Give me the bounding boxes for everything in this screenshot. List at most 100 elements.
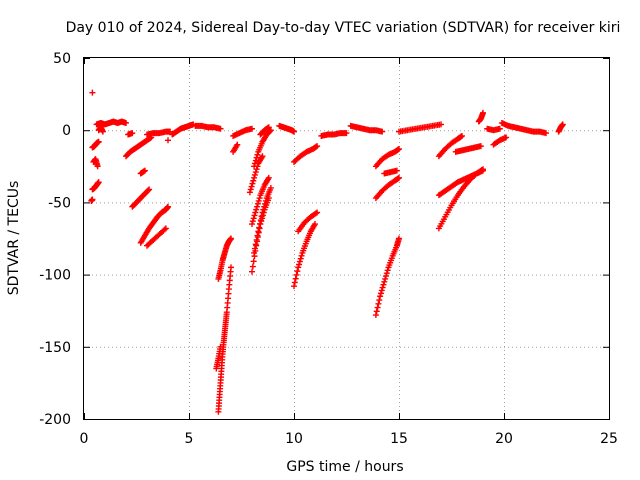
data-point <box>312 221 318 228</box>
series-sat-32 <box>295 209 321 235</box>
data-point <box>228 235 234 242</box>
data-point <box>145 187 152 194</box>
data-point <box>251 171 258 178</box>
data-point <box>393 167 400 174</box>
data-point <box>298 252 305 259</box>
data-point <box>259 209 266 216</box>
plot-frame <box>83 57 610 420</box>
series-sat-06 <box>93 118 129 128</box>
data-point <box>383 270 390 277</box>
series-sat-26 <box>251 184 274 256</box>
data-point <box>94 163 101 170</box>
data-point <box>378 287 385 294</box>
data-point <box>257 217 264 224</box>
data-point <box>295 264 302 271</box>
series-sat-14 <box>137 167 148 177</box>
series-sat-47 <box>498 119 549 137</box>
data-point <box>261 203 268 210</box>
tick-layer: 0 5 10 15 20 25 -200 -150 -100 -50 0 50 <box>39 51 618 447</box>
data-point <box>249 125 255 132</box>
data-point <box>314 209 321 216</box>
data-point <box>256 224 263 231</box>
data-point <box>379 128 386 135</box>
data-point <box>296 258 303 265</box>
series-sat-48 <box>555 121 566 135</box>
series-sat-43 <box>452 143 484 155</box>
data-point <box>217 125 224 132</box>
data-point <box>250 258 257 265</box>
data-point <box>256 195 263 202</box>
x-tick-label: 15 <box>390 431 408 447</box>
data-point <box>380 281 387 288</box>
data-point <box>254 232 261 239</box>
data-point <box>165 137 171 144</box>
series-sat-13 <box>144 225 169 249</box>
data-point <box>251 163 258 170</box>
data-point <box>234 141 241 148</box>
data-point <box>265 174 272 181</box>
data-point <box>161 226 168 233</box>
series-sat-44 <box>475 109 486 125</box>
data-point <box>377 293 384 300</box>
x-tick-label: 10 <box>285 431 303 447</box>
data-point <box>267 184 274 191</box>
data-point <box>379 284 386 291</box>
data-point <box>543 130 549 137</box>
series-sat-16 <box>169 121 197 138</box>
data-point <box>141 167 148 174</box>
data-point <box>259 153 266 160</box>
data-point <box>262 197 269 204</box>
data-point <box>396 174 402 181</box>
series-sat-31 <box>291 221 318 290</box>
y-tick-label: 0 <box>62 123 71 139</box>
data-point <box>123 119 129 126</box>
series-sat-19 <box>215 264 234 415</box>
data-point <box>246 189 253 196</box>
data-point <box>254 151 261 158</box>
series-sat-17 <box>192 122 224 132</box>
series-sat-27 <box>251 127 274 170</box>
data-point <box>291 128 297 135</box>
series-sat-36 <box>372 174 402 202</box>
series-sat-18 <box>215 235 234 282</box>
data-point <box>559 121 566 128</box>
data-point <box>162 225 169 232</box>
data-point <box>291 283 297 290</box>
data-layer <box>88 89 566 415</box>
data-point <box>377 290 384 297</box>
data-point <box>251 245 258 252</box>
x-tick-label: 25 <box>600 431 618 447</box>
grid-layer <box>84 58 609 419</box>
series-sat-24 <box>249 195 272 275</box>
series-sat-09 <box>125 130 136 138</box>
data-point <box>253 154 260 161</box>
x-tick-label: 20 <box>495 431 513 447</box>
data-point <box>312 210 319 217</box>
series-sat-39 <box>396 121 444 135</box>
y-tick-label: -50 <box>48 195 71 211</box>
data-point <box>89 89 96 96</box>
data-point <box>260 206 267 213</box>
series-sat-07 <box>95 124 106 135</box>
data-point <box>396 145 402 152</box>
series-sat-11 <box>129 186 153 210</box>
data-point <box>477 143 484 150</box>
data-point <box>262 200 269 207</box>
data-point <box>297 255 304 262</box>
series-sat-20 <box>213 343 224 372</box>
data-point <box>459 132 465 139</box>
series-sat-42 <box>435 132 465 160</box>
y-tick-label: -100 <box>39 268 71 284</box>
series-sat-35 <box>372 235 402 319</box>
x-axis-label: GPS time / hours <box>286 459 403 475</box>
data-point <box>480 167 486 174</box>
series-sat-23 <box>246 153 266 196</box>
data-point <box>376 297 383 304</box>
data-point <box>480 109 486 116</box>
data-point <box>382 275 389 282</box>
data-point <box>254 203 261 210</box>
data-point <box>251 160 258 167</box>
series-sat-25 <box>249 174 272 228</box>
data-point <box>375 300 382 307</box>
data-point <box>248 183 255 190</box>
